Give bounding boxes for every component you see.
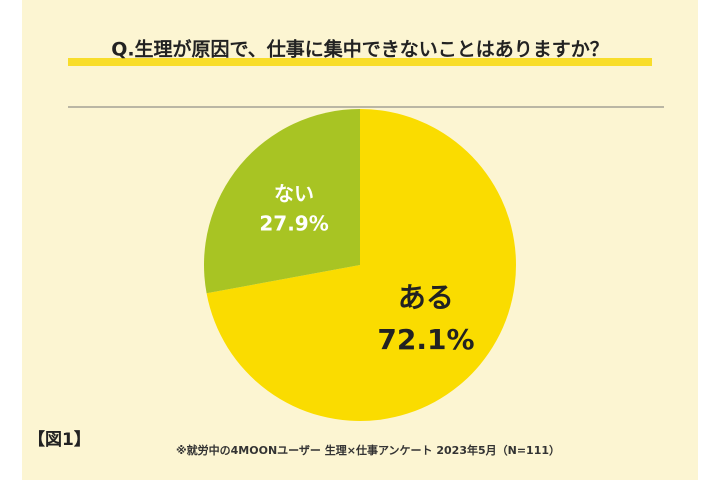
chart-title: Q.生理が原因で、仕事に集中できないことはありますか？ bbox=[111, 38, 609, 61]
slice-value-label: 27.9% bbox=[259, 212, 328, 236]
figure-label: 【図1】 bbox=[28, 429, 91, 450]
slice-category-label: ある bbox=[398, 281, 454, 314]
slice-category-label: ない bbox=[274, 182, 314, 206]
slice-value-label: 72.1% bbox=[377, 323, 474, 356]
footnote: ※就労中の4MOONユーザー 生理×仕事アンケート 2023年5月（N=111） bbox=[176, 443, 560, 457]
title-highlight bbox=[68, 58, 652, 66]
pie-slice bbox=[206, 109, 516, 422]
pie-slice bbox=[204, 109, 360, 294]
pie: ある 72.1% ない 27.9% bbox=[204, 109, 516, 422]
